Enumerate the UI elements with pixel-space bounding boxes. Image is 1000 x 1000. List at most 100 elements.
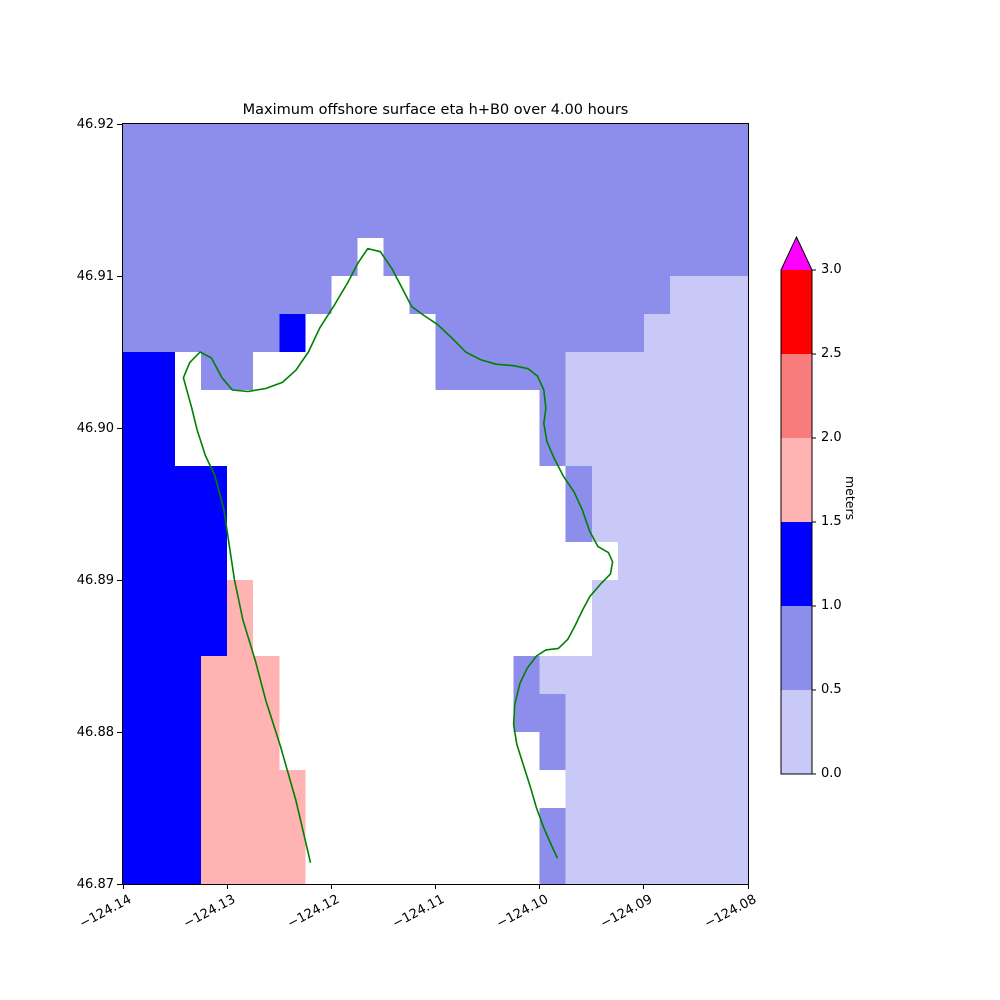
grid-cell [461, 276, 488, 314]
grid-cell [253, 238, 280, 276]
grid-cell [643, 352, 670, 390]
grid-cell [175, 238, 202, 276]
grid-cell [565, 200, 592, 238]
x-tick-mark [435, 884, 436, 889]
x-tick-label: −124.13 [181, 892, 239, 932]
grid-cell [539, 200, 566, 238]
grid-cell [721, 808, 748, 846]
grid-cell [721, 580, 748, 618]
grid-cell [123, 580, 150, 618]
grid-cell [201, 352, 228, 390]
grid-cell [461, 162, 488, 200]
grid-cell [175, 808, 202, 846]
grid-cell [617, 770, 644, 808]
grid-cell [565, 504, 592, 542]
grid-cell [695, 200, 722, 238]
grid-cell [669, 238, 696, 276]
grid-cell [201, 580, 228, 618]
grid-cell [201, 314, 228, 352]
grid-cell [643, 200, 670, 238]
grid-cell [591, 428, 618, 466]
grid-cell [461, 314, 488, 352]
grid-cell [513, 694, 540, 732]
grid-cell [617, 124, 644, 162]
grid-cell [513, 314, 540, 352]
grid-cell [591, 124, 618, 162]
grid-cell [227, 352, 254, 390]
y-tick-mark [117, 731, 122, 733]
grid-cell [253, 162, 280, 200]
grid-cell [123, 732, 150, 770]
grid-cell [279, 314, 306, 352]
grid-cell [565, 352, 592, 390]
grid-cell [591, 238, 618, 276]
y-tick-label: 46.88 [76, 724, 114, 740]
grid-cell [669, 504, 696, 542]
grid-cell [461, 200, 488, 238]
grid-cell [643, 580, 670, 618]
grid-cell [721, 732, 748, 770]
grid-cell [331, 238, 358, 276]
grid-cell [357, 124, 384, 162]
grid-cell [617, 694, 644, 732]
grid-cell [643, 808, 670, 846]
grid-cell [175, 694, 202, 732]
grid-cell [721, 390, 748, 428]
grid-cell [279, 238, 306, 276]
grid-cell [123, 504, 150, 542]
grid-cell [149, 162, 176, 200]
grid-cell [435, 162, 462, 200]
grid-cell [539, 656, 566, 694]
grid-cell [617, 656, 644, 694]
colorbar-tick-label: 2.0 [821, 430, 842, 445]
grid-cell [617, 808, 644, 846]
grid-cell [669, 770, 696, 808]
grid-cell [539, 124, 566, 162]
grid-cell [123, 124, 150, 162]
colorbar-tick-label: 1.5 [821, 514, 842, 529]
grid-cell [539, 428, 566, 466]
grid-cell [487, 314, 514, 352]
grid-cell [175, 466, 202, 504]
grid-cell [149, 276, 176, 314]
grid-cell [565, 808, 592, 846]
colorbar-tick-label: 1.0 [821, 598, 842, 613]
x-tick-label: −124.09 [598, 892, 655, 932]
colorbar-over-triangle [781, 237, 812, 270]
grid-cell [123, 466, 150, 504]
grid-cell [643, 238, 670, 276]
grid-cell [227, 276, 254, 314]
grid-cell [669, 276, 696, 314]
grid-cell [279, 124, 306, 162]
grid-cell [539, 162, 566, 200]
grid-cell [123, 162, 150, 200]
grid-cell [279, 276, 306, 314]
grid-cell [539, 694, 566, 732]
grid-cell [669, 200, 696, 238]
grid-cell [617, 504, 644, 542]
grid-cell [565, 276, 592, 314]
grid-cell [123, 352, 150, 390]
grid-cell [253, 732, 280, 770]
grid-cell [643, 276, 670, 314]
grid-cell [721, 428, 748, 466]
colorbar-tick-label: 0.5 [821, 682, 842, 697]
x-tick-mark [643, 884, 645, 889]
grid-cell [123, 656, 150, 694]
grid-cell [175, 124, 202, 162]
grid-cell [227, 808, 254, 846]
grid-cell [669, 656, 696, 694]
grid-cell [149, 200, 176, 238]
grid-cell [305, 200, 332, 238]
grid-cell [539, 238, 566, 276]
chart-title: Maximum offshore surface eta h+B0 over 4… [242, 102, 629, 118]
grid-cell [175, 162, 202, 200]
grid-cell [617, 846, 644, 884]
grid-cell [149, 618, 176, 656]
grid-cell [279, 200, 306, 238]
grid-cell [201, 846, 228, 884]
grid-cell [695, 276, 722, 314]
y-tick-mark [117, 123, 122, 125]
grid-cell [643, 694, 670, 732]
grid-cell [695, 314, 722, 352]
